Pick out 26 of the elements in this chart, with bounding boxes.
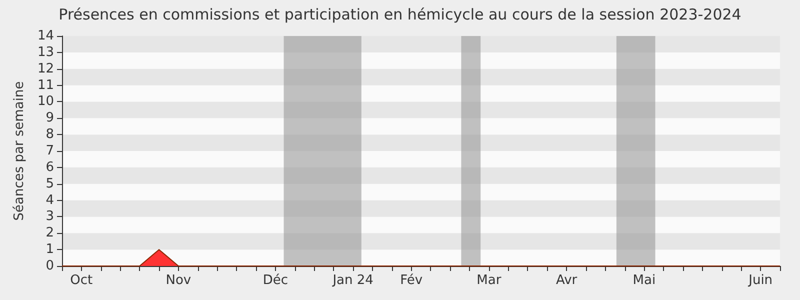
x-tick-label: Mar xyxy=(476,273,502,288)
y-tick-label: 13 xyxy=(37,44,54,60)
x-tick-label: Oct xyxy=(70,273,93,288)
x-tick-label: Déc xyxy=(262,273,288,288)
y-axis-title: Séances par semaine xyxy=(12,81,27,221)
y-tick-label: 5 xyxy=(46,176,54,192)
y-tick-label: 11 xyxy=(37,78,54,93)
y-tick-label: 3 xyxy=(46,209,54,224)
y-tick-label: 4 xyxy=(46,192,54,208)
x-tick-label: Jan 24 xyxy=(332,273,374,288)
chart-title: Présences en commissions et participation en hémicycle au cours de la session 2023-2024 xyxy=(58,6,742,24)
x-tick-label: Mai xyxy=(632,273,656,288)
x-tick-label: Nov xyxy=(166,273,192,288)
y-tick-label: 12 xyxy=(37,61,54,76)
x-tick-label: Fév xyxy=(400,273,423,288)
x-tick-label: Juin xyxy=(748,273,773,288)
y-tick-label: 0 xyxy=(46,258,54,274)
y-tick-label: 10 xyxy=(37,94,54,110)
y-tick-label: 2 xyxy=(46,226,54,241)
x-tick-label: Avr xyxy=(556,273,578,288)
y-tick-label: 14 xyxy=(37,28,54,44)
y-tick-label: 7 xyxy=(46,144,54,158)
y-tick-label: 9 xyxy=(46,110,54,126)
y-tick-label: 8 xyxy=(46,127,54,142)
y-tick-label: 6 xyxy=(46,160,54,175)
y-tick-label: 1 xyxy=(46,242,54,258)
